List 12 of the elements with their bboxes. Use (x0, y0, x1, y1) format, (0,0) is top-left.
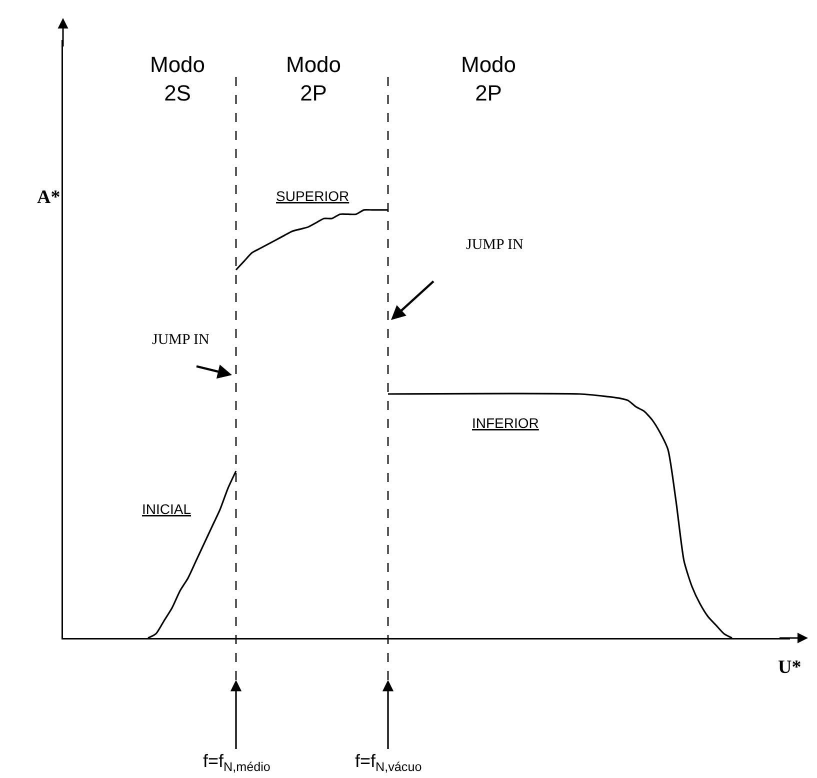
text: Modo 2P (286, 52, 342, 106)
annotation: JUMP IN (466, 237, 524, 253)
annotation: JUMP IN (152, 332, 210, 348)
y-axis-title: A* (37, 187, 60, 208)
text: f=f$_{N,vácuo}$ (355, 751, 422, 774)
text: SUPERIOR (276, 188, 350, 204)
text: Modo 2S (150, 52, 206, 106)
text: Modo 2P (461, 52, 516, 106)
x-axis-title: U* (778, 657, 802, 678)
annotation: INICIAL (142, 501, 192, 517)
text: f=f$_{N,médio}$ (203, 751, 270, 774)
annotation: INFERIOR (472, 415, 539, 431)
